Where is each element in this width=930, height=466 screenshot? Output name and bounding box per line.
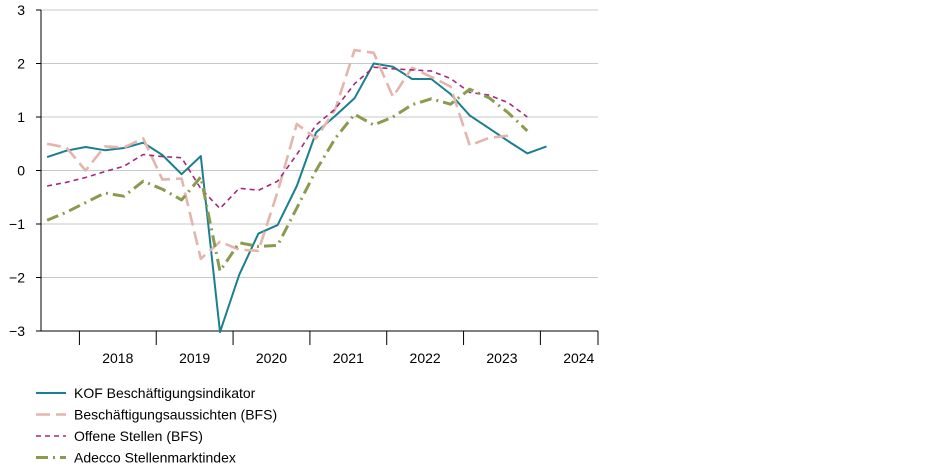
series-lines [46, 48, 547, 334]
y-tick-label: 3 [17, 2, 25, 18]
series-line-offene-stellen-bfs [46, 66, 528, 210]
legend-item-kof-beschaftigungsindikator: KOF Beschäftigungsindikator [36, 385, 256, 401]
series-line-kof-beschaftigungsindikator [46, 62, 547, 334]
x-axis-year-labels: 2018 2019 2020 2021 2022 2023 2024 [102, 350, 594, 366]
y-tick-label: −3 [9, 323, 25, 339]
y-axis-tick-labels: 3 2 1 0 −1 −2 −3 [9, 2, 25, 339]
y-tick-label: −2 [9, 270, 25, 286]
x-year-label: 2018 [102, 350, 133, 366]
legend-label: KOF Beschäftigungsindikator [74, 385, 256, 401]
series-line-adecco-stellenmarktindex [46, 87, 529, 273]
legend: KOF Beschäftigungsindikator Beschäftigung… [36, 385, 277, 466]
x-year-label: 2024 [563, 350, 594, 366]
legend-label: Offene Stellen (BFS) [74, 428, 203, 444]
x-year-label: 2020 [256, 350, 287, 366]
x-year-label: 2023 [486, 350, 517, 366]
legend-label: Adecco Stellenmarktindex [74, 450, 236, 466]
series-line-beschaftigungsaussichten-bfs [46, 48, 509, 261]
x-year-label: 2022 [410, 350, 441, 366]
legend-item-beschaftigungsaussichten-bfs: Beschäftigungsaussichten (BFS) [36, 407, 277, 423]
legend-item-offene-stellen-bfs: Offene Stellen (BFS) [36, 428, 203, 444]
y-tick-label: 2 [17, 56, 25, 72]
legend-label: Beschäftigungsaussichten (BFS) [74, 407, 277, 423]
gridlines [41, 9, 598, 332]
x-year-label: 2019 [179, 350, 210, 366]
y-tick-label: 0 [17, 163, 25, 179]
y-tick-label: 1 [17, 109, 25, 125]
x-year-label: 2021 [333, 350, 364, 366]
legend-item-adecco-stellenmarktindex: Adecco Stellenmarktindex [36, 450, 236, 466]
y-tick-label: −1 [9, 216, 25, 232]
axes [36, 9, 599, 345]
